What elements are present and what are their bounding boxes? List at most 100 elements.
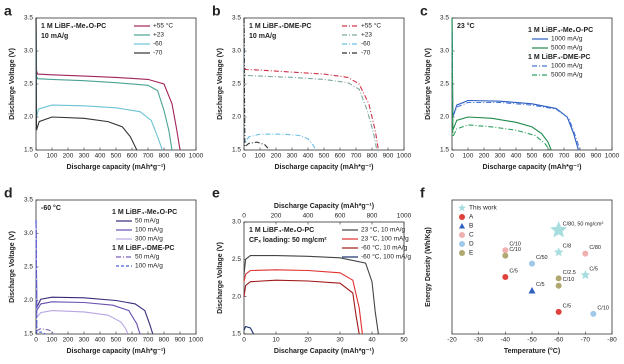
- annotation: 10 mA/g: [41, 33, 68, 40]
- y-tick-label: 2.5: [24, 264, 33, 271]
- x-tick-label: 600: [127, 153, 138, 160]
- x-tick-label: -70: [581, 337, 591, 344]
- legend-label: E: [469, 250, 474, 257]
- point-label: C/80: [589, 245, 601, 251]
- panel-label: e: [212, 185, 220, 201]
- x-tick-label: 400: [95, 153, 106, 160]
- annotation: -60 °C: [41, 204, 61, 212]
- y-tick-label: 3.5: [232, 15, 241, 22]
- x-tick-label: -60: [554, 337, 564, 344]
- legend-label: 5000 mA/g: [551, 72, 583, 79]
- legend-label: -60 °C, 100 mA/g: [361, 253, 411, 261]
- y-tick-label: 3.0: [24, 48, 33, 55]
- x-tick-label: 300: [79, 153, 90, 160]
- x-tick-label: 300: [79, 337, 90, 344]
- y-axis-label: Discharge Voltage (V): [217, 48, 224, 120]
- series-line: [35, 220, 56, 335]
- series-line: [243, 325, 255, 335]
- x-tick-label: 400: [303, 153, 314, 160]
- y-tick-label: 3.0: [232, 219, 241, 226]
- x-tick-label: 800: [575, 153, 586, 160]
- x-tick-label: 0: [34, 337, 38, 344]
- point-label: C/80, 50 mg/cm²: [563, 222, 604, 228]
- series-line: [35, 17, 138, 151]
- legend-marker: [459, 250, 465, 256]
- y-tick-label: 3.0: [440, 48, 449, 55]
- series-line: [35, 220, 46, 335]
- legend-label: C: [469, 232, 474, 239]
- series-line: [451, 17, 552, 151]
- y-tick-label: 2.0: [440, 114, 449, 121]
- x-tick-label: 100: [255, 153, 266, 160]
- x-tick-label: 1000: [189, 153, 204, 160]
- series-line: [35, 220, 154, 335]
- x-tick-label: 30: [336, 337, 344, 344]
- legend-label: -60: [361, 41, 371, 48]
- x-tick-label: 100: [463, 153, 474, 160]
- point: [529, 260, 535, 267]
- x-tick-label: 200: [479, 153, 490, 160]
- point-label: C/10: [509, 247, 521, 253]
- x-tick-label: 10: [272, 337, 280, 344]
- annotation: 10 mA/g: [249, 33, 276, 40]
- x2-tick-label: 600: [335, 213, 346, 220]
- point-label: C/5: [563, 303, 572, 309]
- x-tick-label: 0: [242, 337, 246, 344]
- legend-label: +23: [153, 32, 164, 39]
- point: [580, 270, 591, 280]
- y-axis-label: Discharge Voltage (V): [9, 48, 16, 120]
- x-tick-label: 900: [591, 153, 602, 160]
- x-tick-label: 0: [242, 153, 246, 160]
- annotation: 1 M LiBF₄-Me₂O-PC: [41, 23, 106, 30]
- panel-label: b: [212, 3, 221, 19]
- y-tick-label: 2.0: [24, 297, 33, 304]
- y-tick-label: 2.5: [440, 81, 449, 88]
- y-tick-label: 1.5: [232, 331, 241, 338]
- x-tick-label: 200: [271, 153, 282, 160]
- x-tick-label: 900: [175, 153, 186, 160]
- point-label: C/10: [597, 305, 609, 311]
- x-tick-label: 300: [287, 153, 298, 160]
- point-label: C/2.5: [563, 270, 576, 276]
- series-line: [243, 17, 378, 151]
- legend-marker: [459, 223, 465, 229]
- point-label: C/8: [563, 244, 572, 250]
- y-tick-label: 1.5: [24, 147, 33, 154]
- x-tick-label: 500: [319, 153, 330, 160]
- x-tick-label: 700: [559, 153, 570, 160]
- series-line: [451, 17, 581, 151]
- x-tick-label: 0: [450, 153, 454, 160]
- point-label: C/5: [589, 266, 598, 272]
- point: [502, 247, 509, 254]
- y-tick-label: 3.5: [24, 197, 33, 204]
- series-line: [35, 17, 163, 151]
- plot-frame: [35, 199, 197, 335]
- legend-heading: 1 M LiBF₄-Me₂O-PC: [528, 27, 593, 34]
- x-tick-label: 20: [304, 337, 312, 344]
- legend-label: 100 mA/g: [135, 227, 163, 234]
- x-tick-label: -40: [501, 337, 511, 344]
- legend-label: 1000 mA/g: [551, 63, 583, 70]
- point: [555, 308, 562, 315]
- point: [582, 250, 589, 257]
- x-axis-label: Discharge capacity (mAh*g⁻¹): [67, 164, 166, 171]
- series-line: [243, 269, 363, 335]
- point: [553, 247, 564, 257]
- series-line: [35, 17, 173, 151]
- plot-frame: [451, 199, 613, 335]
- point-label: C/10: [509, 242, 521, 248]
- x-tick-label: 800: [159, 153, 170, 160]
- legend-marker: [459, 241, 465, 247]
- x-axis-label: Discharge capacity (mAh*g⁻¹): [67, 348, 166, 355]
- x-tick-label: 100: [47, 337, 58, 344]
- x-axis-label: Discharge Capacity (mAh*g⁻¹): [274, 348, 374, 355]
- legend-heading: 1 M LiBF₄-Me₂O-PC: [112, 209, 177, 216]
- plot-frame: [243, 221, 405, 335]
- panel-label: a: [4, 3, 12, 19]
- x-tick-label: 400: [511, 153, 522, 160]
- y-tick-label: 2.5: [232, 256, 241, 263]
- x2-tick-label: 200: [271, 213, 282, 220]
- point: [502, 252, 509, 259]
- annotation: 1 M LiBF₄-DME-PC: [249, 23, 311, 30]
